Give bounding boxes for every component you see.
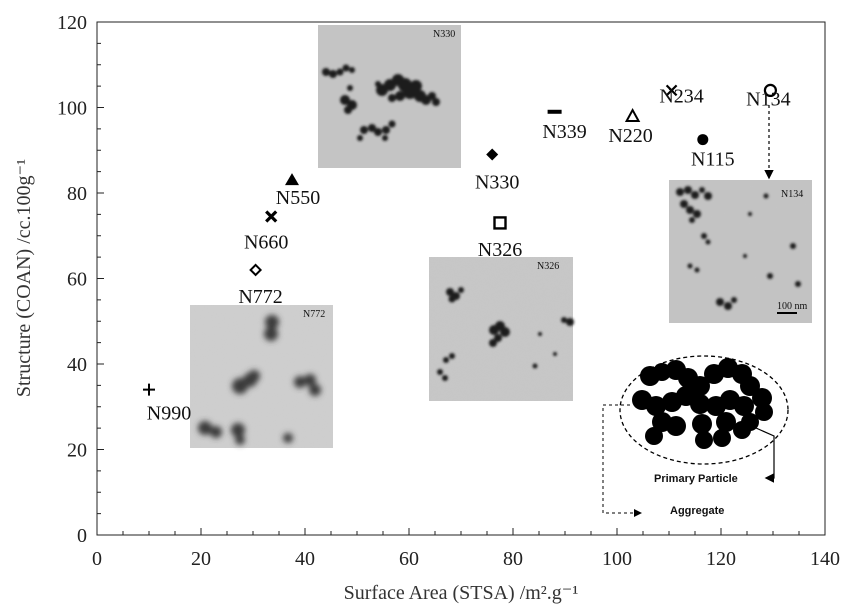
tem-tag-n330: N330 bbox=[433, 29, 455, 40]
y-tick-label: 40 bbox=[67, 354, 87, 376]
marker-n234 bbox=[665, 84, 678, 97]
primary-particle-label: Primary Particle bbox=[654, 473, 738, 485]
x-axis-title: Surface Area (STSA) /m².g⁻¹ bbox=[344, 582, 579, 604]
x-tick-label: 120 bbox=[706, 548, 736, 570]
tem-tag-n326: N326 bbox=[537, 261, 559, 272]
marker-n990 bbox=[143, 383, 155, 396]
x-tick-label: 80 bbox=[503, 548, 523, 570]
y-tick-label: 20 bbox=[67, 440, 87, 462]
primary-particle-cluster bbox=[632, 358, 773, 449]
y-axis-title: Structure (COAN) /cc.100g⁻¹ bbox=[13, 159, 35, 397]
point-label-n550: N550 bbox=[276, 187, 320, 209]
marker-n220 bbox=[624, 107, 641, 123]
point-label-n990: N990 bbox=[147, 403, 191, 425]
marker-n326 bbox=[493, 216, 507, 230]
x-tick-label: 0 bbox=[92, 548, 102, 570]
y-tick-label: 60 bbox=[67, 269, 87, 291]
point-label-n115: N115 bbox=[691, 149, 735, 171]
point-label-n772: N772 bbox=[238, 286, 282, 308]
y-tick-label: 0 bbox=[77, 525, 87, 547]
point-label-n134: N134 bbox=[746, 88, 790, 110]
point-label-n234: N234 bbox=[659, 85, 703, 107]
x-tick-label: 100 bbox=[602, 548, 632, 570]
marker-n115 bbox=[697, 134, 709, 146]
marker-n330 bbox=[486, 148, 499, 161]
marker-n660 bbox=[265, 210, 278, 223]
scale-bar-label: 100 nm bbox=[777, 301, 808, 312]
aggregate-pointer bbox=[602, 404, 642, 517]
y-tick-label: 80 bbox=[67, 183, 87, 205]
point-label-n330: N330 bbox=[475, 172, 519, 194]
point-label-n220: N220 bbox=[608, 125, 652, 147]
tem-inset-n330: N330 bbox=[318, 25, 461, 168]
point-label-n326: N326 bbox=[478, 239, 522, 261]
tem-tag-n134: N134 bbox=[781, 189, 803, 200]
point-label-n339: N339 bbox=[542, 121, 586, 143]
x-tick-label: 40 bbox=[295, 548, 315, 570]
point-label-n660: N660 bbox=[244, 232, 288, 254]
point-labels: N990 N772 N660 N550 N330 N326 N339 N220 N234 N115… bbox=[147, 85, 791, 424]
aggregate-schematic: Primary Particle Aggregate bbox=[602, 355, 789, 517]
y-tick-label: 120 bbox=[57, 12, 87, 34]
tem-inset-n134: 100 nm N134 bbox=[669, 180, 812, 323]
y-tick-label: 100 bbox=[57, 98, 87, 120]
tem-inset-n772: N772 bbox=[190, 305, 333, 448]
tick-labels: 0 20 40 60 80 100 120 140 0 20 40 60 80 100 120 bbox=[57, 12, 840, 570]
tem-tag-n772: N772 bbox=[303, 309, 325, 320]
x-tick-label: 20 bbox=[191, 548, 211, 570]
axis-ticks bbox=[96, 21, 826, 536]
marker-n550 bbox=[285, 173, 299, 186]
tem-inset-n326: N326 bbox=[429, 257, 574, 401]
marker-n339 bbox=[547, 109, 562, 114]
x-tick-label: 140 bbox=[810, 548, 840, 570]
aggregate-outline bbox=[619, 355, 789, 465]
primary-particle-pointer bbox=[755, 427, 775, 483]
data-points bbox=[143, 83, 778, 396]
marker-n772 bbox=[249, 263, 263, 277]
x-tick-label: 60 bbox=[399, 548, 419, 570]
aggregate-label: Aggregate bbox=[670, 505, 724, 517]
marker-n134 bbox=[763, 83, 778, 98]
